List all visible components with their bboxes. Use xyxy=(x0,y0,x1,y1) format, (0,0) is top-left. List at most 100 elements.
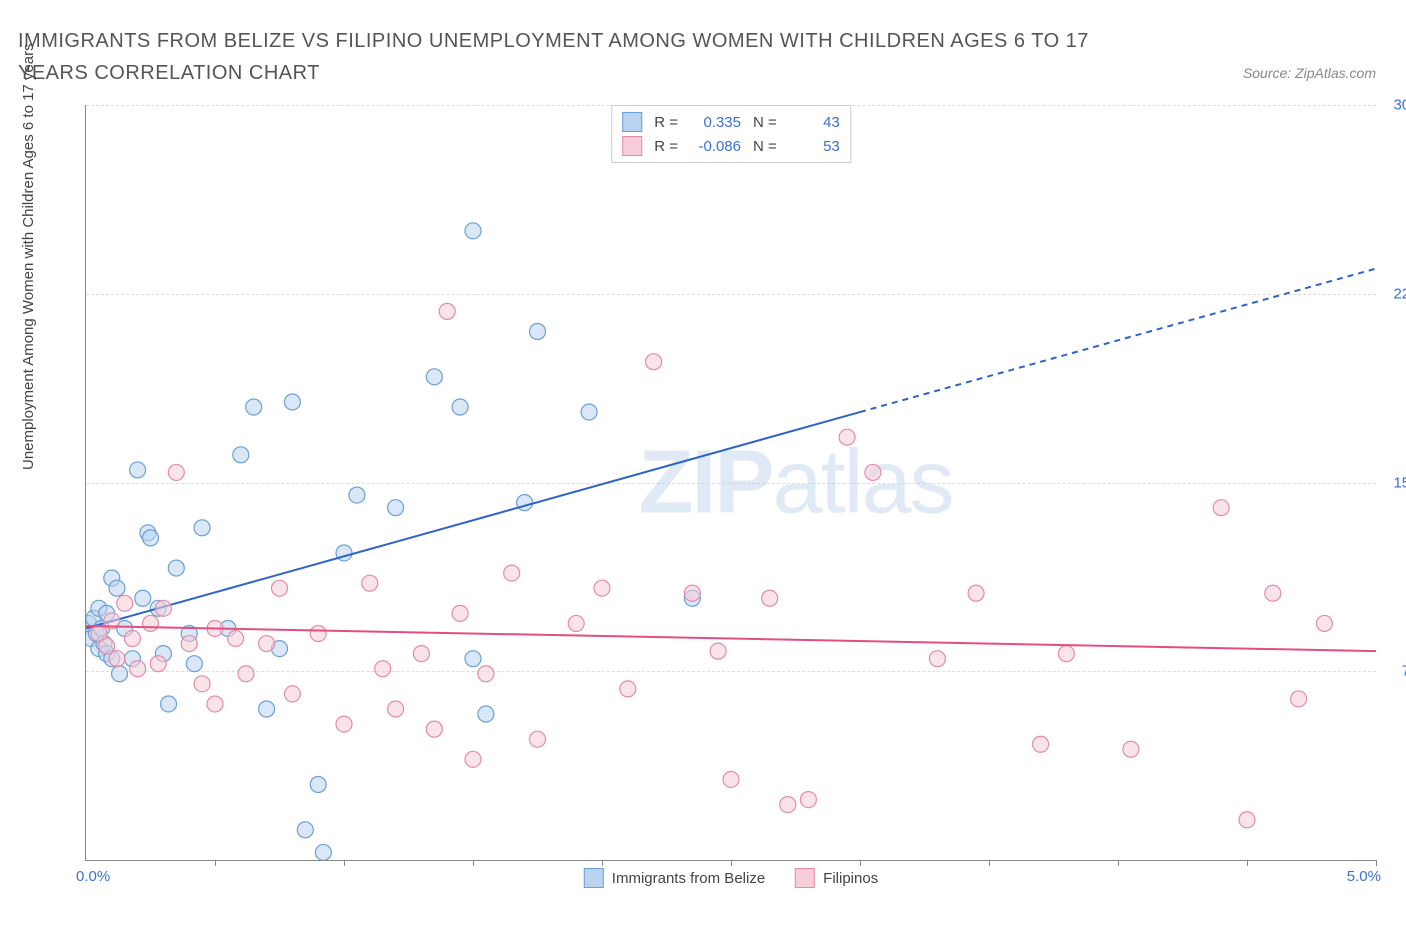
scatter-point xyxy=(112,666,128,682)
scatter-point xyxy=(233,447,249,463)
scatter-point xyxy=(762,590,778,606)
legend-series: Immigrants from Belize Filipinos xyxy=(584,868,878,888)
scatter-point xyxy=(310,777,326,793)
scatter-point xyxy=(297,822,313,838)
scatter-point xyxy=(284,394,300,410)
x-tick xyxy=(473,860,474,866)
y-tick-label: 30.0% xyxy=(1381,97,1406,114)
scatter-point xyxy=(135,590,151,606)
x-tick xyxy=(1376,860,1377,866)
scatter-point xyxy=(865,464,881,480)
scatter-point xyxy=(780,797,796,813)
scatter-point xyxy=(1265,585,1281,601)
scatter-point xyxy=(800,792,816,808)
scatter-point xyxy=(568,615,584,631)
y-tick-label: 22.5% xyxy=(1381,285,1406,302)
scatter-point xyxy=(161,696,177,712)
scatter-point xyxy=(388,500,404,516)
x-tick xyxy=(731,860,732,866)
scatter-point xyxy=(452,399,468,415)
scatter-point xyxy=(155,600,171,616)
scatter-point xyxy=(109,580,125,596)
legend-item-filipinos: Filipinos xyxy=(795,868,878,888)
scatter-point xyxy=(1123,741,1139,757)
chart-title: IMMIGRANTS FROM BELIZE VS FILIPINO UNEMP… xyxy=(18,25,1118,89)
scatter-point xyxy=(272,580,288,596)
scatter-point xyxy=(426,369,442,385)
x-tick xyxy=(1247,860,1248,866)
scatter-point xyxy=(168,464,184,480)
x-end-label: 5.0% xyxy=(1347,868,1381,885)
legend-row-filipinos: R = -0.086 N = 53 xyxy=(622,134,840,158)
scatter-point xyxy=(452,605,468,621)
scatter-point xyxy=(362,575,378,591)
regression-line-dashed xyxy=(860,269,1376,412)
scatter-point xyxy=(143,615,159,631)
scatter-point xyxy=(130,462,146,478)
legend-N-belize: 43 xyxy=(785,114,840,131)
legend-R-label: R = xyxy=(654,138,678,155)
legend-swatch-filipinos xyxy=(622,136,642,156)
scatter-point xyxy=(349,487,365,503)
chart-title-block: IMMIGRANTS FROM BELIZE VS FILIPINO UNEMP… xyxy=(18,25,1118,89)
scatter-point xyxy=(246,399,262,415)
scatter-point xyxy=(646,354,662,370)
scatter-point xyxy=(228,631,244,647)
scatter-point xyxy=(388,701,404,717)
legend-N-label: N = xyxy=(753,114,777,131)
y-axis-label: Unemployment Among Women with Children A… xyxy=(20,43,37,470)
scatter-point xyxy=(929,651,945,667)
scatter-point xyxy=(310,626,326,642)
legend-swatch-belize-icon xyxy=(584,868,604,888)
scatter-point xyxy=(1058,646,1074,662)
x-tick xyxy=(215,860,216,866)
scatter-point xyxy=(968,585,984,601)
scatter-point xyxy=(530,324,546,340)
scatter-point xyxy=(465,223,481,239)
scatter-point xyxy=(168,560,184,576)
scatter-point xyxy=(336,716,352,732)
scatter-point xyxy=(143,530,159,546)
scatter-point xyxy=(839,429,855,445)
x-tick xyxy=(1118,860,1119,866)
scatter-point xyxy=(181,636,197,652)
legend-row-belize: R = 0.335 N = 43 xyxy=(622,110,840,134)
scatter-point xyxy=(259,636,275,652)
x-tick xyxy=(989,860,990,866)
scatter-point xyxy=(117,595,133,611)
scatter-point xyxy=(581,404,597,420)
x-tick xyxy=(344,860,345,866)
scatter-point xyxy=(109,651,125,667)
y-tick-label: 15.0% xyxy=(1381,474,1406,491)
scatter-point xyxy=(594,580,610,596)
x-origin-label: 0.0% xyxy=(76,868,110,885)
scatter-point xyxy=(259,701,275,717)
scatter-svg xyxy=(86,105,1376,860)
scatter-point xyxy=(1033,736,1049,752)
scatter-point xyxy=(413,646,429,662)
legend-correlation: R = 0.335 N = 43 R = -0.086 N = 53 xyxy=(611,105,851,163)
scatter-point xyxy=(130,661,146,677)
scatter-point xyxy=(150,656,166,672)
scatter-point xyxy=(186,656,202,672)
scatter-point xyxy=(194,520,210,536)
scatter-point xyxy=(1213,500,1229,516)
legend-label-filipinos: Filipinos xyxy=(823,870,878,887)
scatter-point xyxy=(426,721,442,737)
scatter-point xyxy=(1239,812,1255,828)
scatter-point xyxy=(1291,691,1307,707)
scatter-point xyxy=(375,661,391,677)
legend-label-belize: Immigrants from Belize xyxy=(612,870,765,887)
x-tick xyxy=(602,860,603,866)
x-tick xyxy=(860,860,861,866)
legend-R-filipinos: -0.086 xyxy=(686,138,741,155)
legend-R-label: R = xyxy=(654,114,678,131)
scatter-point xyxy=(504,565,520,581)
scatter-point xyxy=(284,686,300,702)
y-tick-label: 7.5% xyxy=(1381,663,1406,680)
chart-plot-area: ZIPatlas R = 0.335 N = 43 R = -0.086 N =… xyxy=(85,105,1376,861)
scatter-point xyxy=(1316,615,1332,631)
scatter-point xyxy=(238,666,254,682)
legend-N-label: N = xyxy=(753,138,777,155)
legend-N-filipinos: 53 xyxy=(785,138,840,155)
